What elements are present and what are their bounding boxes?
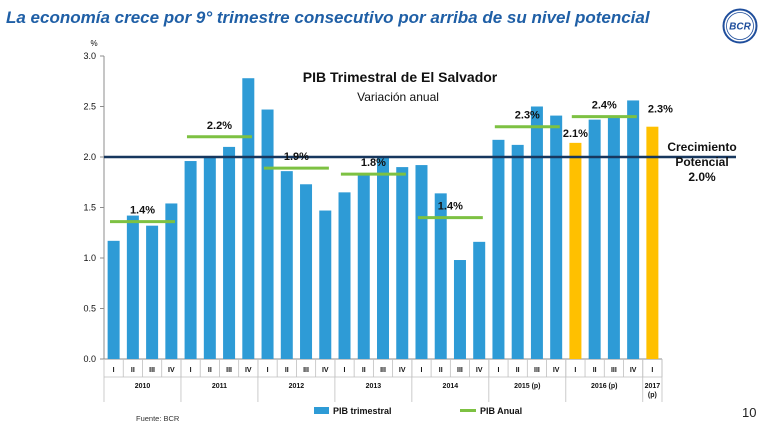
bar-data-label: 2.1% xyxy=(563,128,588,140)
x-year-label: 2014 xyxy=(443,383,459,390)
bar xyxy=(627,100,640,359)
x-category-label: III xyxy=(457,367,463,374)
slide-title: La economía crece por 9° trimestre conse… xyxy=(6,8,650,27)
x-category-label: IV xyxy=(553,367,560,374)
x-category-label: II xyxy=(362,367,366,374)
x-category-label: I xyxy=(651,367,653,374)
annual-gdp-label: 1.4% xyxy=(130,205,155,217)
x-category-label: III xyxy=(149,367,155,374)
x-year-label: 2012 xyxy=(289,383,305,390)
x-category-label: III xyxy=(380,367,386,374)
legend-label-annual: PIB Anual xyxy=(480,406,522,416)
chart-subtitle: Variación anual xyxy=(357,90,439,104)
x-category-label: IV xyxy=(476,367,483,374)
bar xyxy=(607,116,620,359)
x-category-label: III xyxy=(226,367,232,374)
bar xyxy=(184,161,197,359)
annual-gdp-label: 2.2% xyxy=(207,120,232,132)
bar-highlight xyxy=(569,142,582,359)
bar xyxy=(453,260,466,359)
y-tick-label: 1.5 xyxy=(83,203,96,213)
bar xyxy=(126,215,139,359)
chart-title: PIB Trimestral de El Salvador xyxy=(303,69,498,85)
bar xyxy=(261,109,274,359)
y-axis-unit: % xyxy=(90,39,97,48)
logo-text: BCR xyxy=(729,22,751,33)
y-tick-label: 3.0 xyxy=(83,51,96,61)
bar xyxy=(280,171,293,359)
bar xyxy=(146,225,159,359)
y-tick-label: 2.0 xyxy=(83,152,96,162)
bar xyxy=(492,139,505,359)
bar xyxy=(357,174,370,359)
bar xyxy=(415,165,428,359)
annual-gdp-label: 2.4% xyxy=(592,100,617,112)
x-category-label: II xyxy=(439,367,443,374)
bar xyxy=(107,240,120,359)
annual-gdp-label: 1.4% xyxy=(438,201,463,213)
bar xyxy=(377,157,389,359)
bar xyxy=(319,210,332,359)
potential-growth-label: 2.0% xyxy=(688,170,716,184)
x-category-label: II xyxy=(285,367,289,374)
bcr-logo-icon: BCR xyxy=(722,8,758,44)
x-category-label: III xyxy=(611,367,617,374)
y-tick-label: 2.5 xyxy=(83,102,96,112)
x-category-label: IV xyxy=(399,367,406,374)
x-year-label: 2011 xyxy=(212,383,227,390)
x-category-label: II xyxy=(516,367,520,374)
x-category-label: II xyxy=(131,367,135,374)
bar xyxy=(550,115,563,359)
y-tick-label: 1.0 xyxy=(83,253,96,263)
x-category-label: III xyxy=(534,367,540,374)
bar xyxy=(588,119,601,359)
x-category-label: I xyxy=(421,367,423,374)
bar xyxy=(203,157,216,359)
y-tick-label: 0.5 xyxy=(83,304,96,314)
x-category-label: I xyxy=(190,367,192,374)
x-year-label-line: (p) xyxy=(648,392,657,399)
bar xyxy=(165,203,178,359)
x-category-label: II xyxy=(208,367,212,374)
x-category-label: III xyxy=(303,367,309,374)
bar xyxy=(396,167,409,359)
x-category-label: I xyxy=(497,367,499,374)
x-category-label: I xyxy=(344,367,346,374)
bar xyxy=(242,78,255,359)
annual-gdp-label: 1.8% xyxy=(361,157,386,169)
annual-gdp-label: 2.3% xyxy=(515,110,540,122)
y-tick-label: 0.0 xyxy=(83,354,96,364)
potential-growth-label: Potencial xyxy=(675,155,728,169)
bar xyxy=(530,106,543,359)
bar-highlight xyxy=(646,126,659,359)
x-category-label: IV xyxy=(168,367,175,374)
bar xyxy=(300,184,313,359)
x-category-label: IV xyxy=(245,367,252,374)
x-year-label: 2015 (p) xyxy=(514,383,540,390)
x-category-label: I xyxy=(267,367,269,374)
x-year-label: 2016 (p) xyxy=(591,383,617,390)
x-year-label: 2013 xyxy=(366,383,382,390)
x-category-label: IV xyxy=(322,367,329,374)
bar xyxy=(511,144,524,359)
x-category-label: I xyxy=(574,367,576,374)
legend-swatch-quarterly xyxy=(314,407,329,414)
x-category-label: I xyxy=(113,367,115,374)
bar xyxy=(223,146,236,359)
legend-label-quarterly: PIB trimestral xyxy=(333,406,392,416)
x-year-label-line: 2017 xyxy=(645,383,661,390)
x-category-label: II xyxy=(593,367,597,374)
x-year-label: 2010 xyxy=(135,383,151,390)
bar xyxy=(473,241,486,359)
bar-data-label: 2.3% xyxy=(648,104,673,116)
bar xyxy=(338,192,351,359)
x-category-label: IV xyxy=(630,367,637,374)
source-note: Fuente: BCR xyxy=(136,414,180,423)
bar xyxy=(434,193,447,359)
page-number: 10 xyxy=(742,405,757,420)
potential-growth-label: Crecimiento xyxy=(667,140,736,154)
annual-gdp-label: 1.9% xyxy=(284,151,309,163)
